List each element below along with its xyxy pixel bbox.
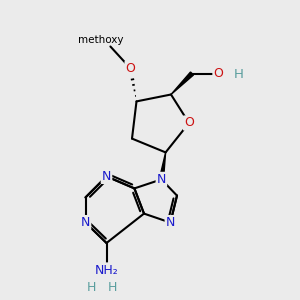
Text: H: H (108, 281, 117, 294)
Text: O: O (126, 62, 135, 75)
Text: methoxy: methoxy (78, 34, 123, 45)
Polygon shape (159, 152, 166, 180)
Text: H: H (234, 68, 243, 81)
Text: N: N (102, 170, 111, 183)
Polygon shape (171, 72, 194, 94)
Text: O: O (184, 116, 194, 130)
Text: N: N (157, 173, 166, 186)
Text: NH₂: NH₂ (94, 263, 118, 277)
Text: H: H (87, 281, 96, 294)
Text: N: N (166, 216, 175, 229)
Text: N: N (81, 216, 90, 229)
Text: O: O (214, 67, 223, 80)
